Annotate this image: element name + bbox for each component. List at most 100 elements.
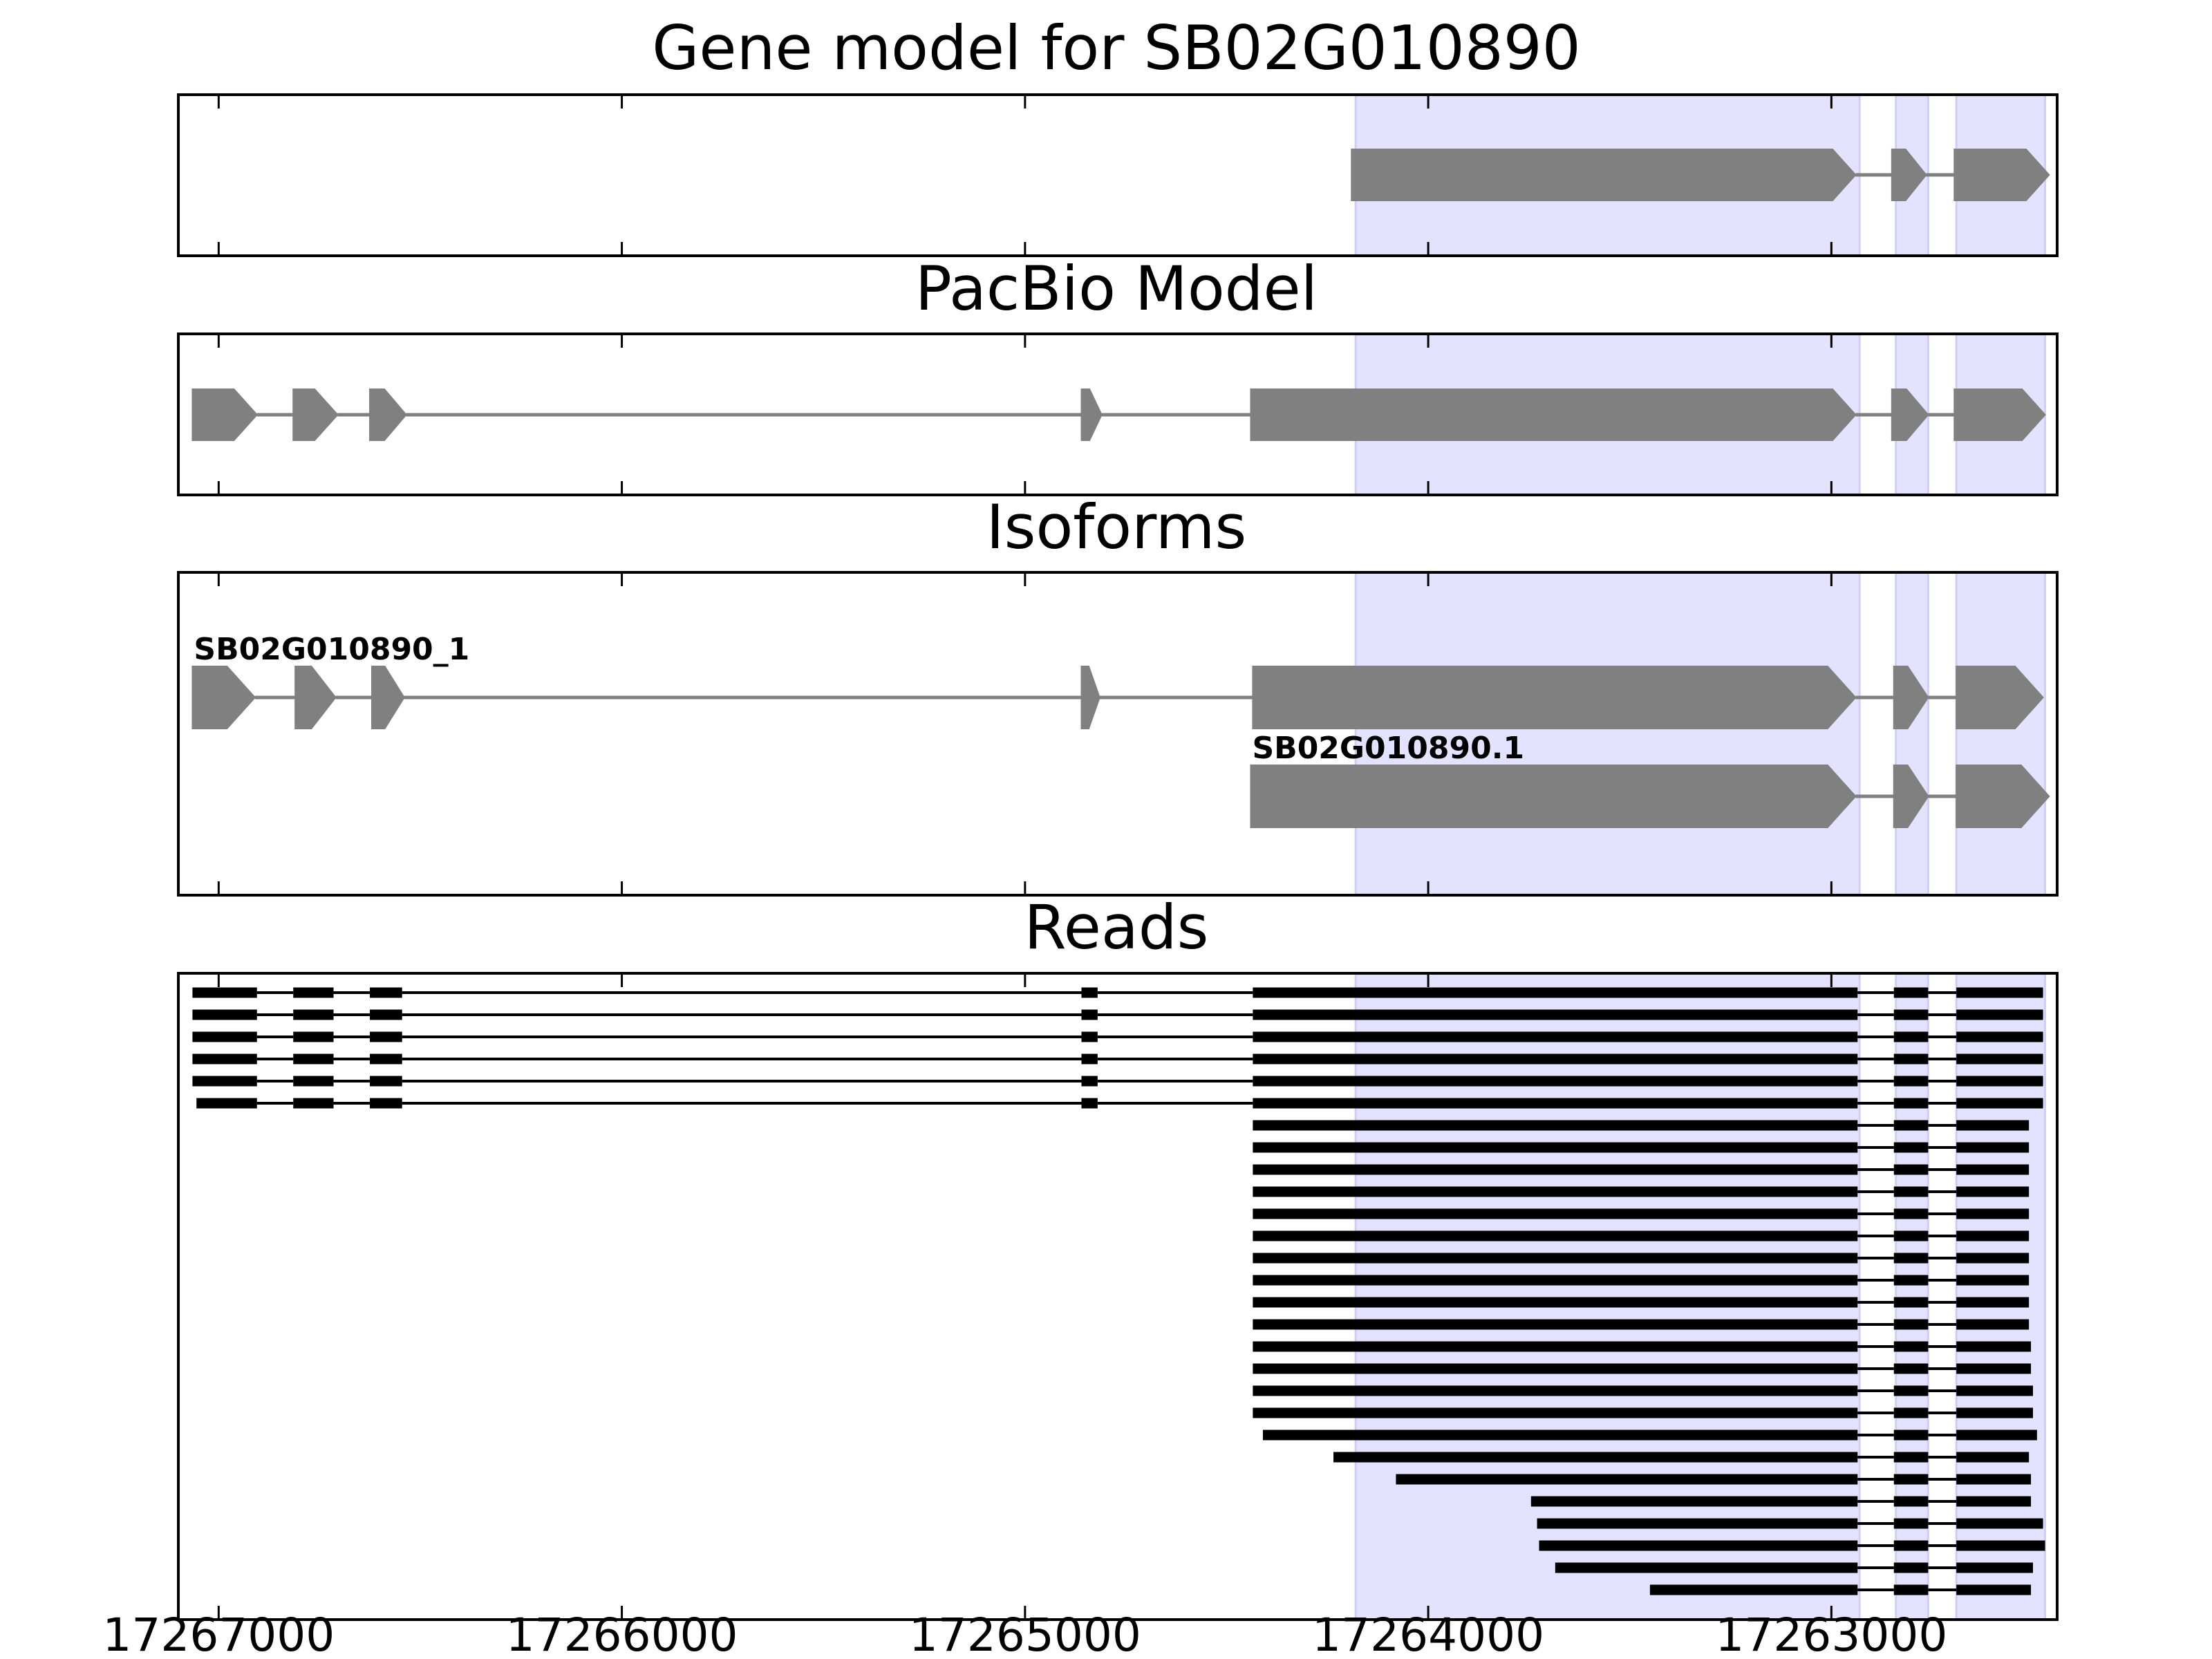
read-block — [1956, 1341, 2032, 1352]
read-block — [1893, 1275, 1929, 1286]
highlight-region — [1955, 571, 2047, 897]
isoform-label: SB02G010890_1 — [194, 632, 469, 667]
read-block — [1893, 1562, 1929, 1573]
panel-reads — [177, 972, 2059, 1621]
read-block — [1893, 1230, 1929, 1241]
x-tick-label: 17266000 — [506, 1609, 738, 1659]
read-block — [1956, 1562, 2034, 1573]
read-block — [1893, 1098, 1929, 1109]
read-block — [293, 1053, 334, 1065]
exon-shape — [1252, 666, 1857, 729]
read-block — [1893, 1253, 1929, 1264]
read-block — [1253, 1031, 1858, 1042]
panel-border — [177, 332, 2059, 496]
exon-shape — [1956, 765, 2050, 828]
read-block — [1956, 987, 2043, 998]
panel-border — [177, 571, 2059, 897]
panel-pacbio-model — [177, 332, 2059, 496]
read-block — [293, 1009, 334, 1020]
exon-shape — [1080, 666, 1100, 729]
x-axis-ticks: 17267000 17266000 17265000 17264000 1726… — [102, 1609, 1947, 1659]
read-block — [1262, 1430, 1858, 1441]
read-block — [1253, 1142, 1858, 1153]
read-block — [1893, 1584, 1929, 1595]
read-block — [1539, 1540, 1858, 1551]
read-block — [1956, 1584, 2032, 1595]
exon-shape — [1956, 666, 2044, 729]
read-block — [1253, 1053, 1858, 1065]
panel-isoforms: SB02G010890_1 SB02G010890.1 — [177, 571, 2059, 897]
read-block — [1956, 1540, 2045, 1551]
exon-shape — [191, 666, 256, 729]
read-block — [1956, 1098, 2043, 1109]
read-block — [1253, 1208, 1858, 1219]
read-block — [1893, 1076, 1929, 1087]
exon-shape — [1250, 388, 1857, 441]
read-block — [1956, 1164, 2030, 1175]
highlight-region — [1895, 571, 1929, 897]
read-block — [1893, 1496, 1929, 1507]
read-block — [192, 1076, 257, 1087]
read-block — [1893, 1452, 1929, 1463]
exon-shape — [1953, 149, 2050, 201]
read-block — [1893, 1297, 1929, 1308]
read-block — [1893, 1540, 1929, 1551]
read-block — [1956, 1208, 2030, 1219]
read-block — [1081, 1009, 1098, 1020]
exon-shape — [1080, 388, 1103, 441]
exon-shape — [369, 388, 407, 441]
read-block — [1253, 1341, 1858, 1352]
read-block — [1893, 1053, 1929, 1065]
read-block — [1253, 1319, 1858, 1330]
read-block — [1893, 1142, 1929, 1153]
title-pacbio-model: PacBio Model — [915, 253, 1318, 324]
read-block — [370, 987, 402, 998]
read-block — [1956, 1230, 2030, 1241]
read-block — [370, 1053, 402, 1065]
read-block — [1253, 1076, 1858, 1087]
read-block — [1956, 1053, 2043, 1065]
read-block — [192, 1009, 257, 1020]
read-block — [1530, 1496, 1858, 1507]
exon-shape — [1893, 666, 1929, 729]
title-reads: Reads — [1024, 892, 1209, 963]
read-block — [370, 1076, 402, 1087]
read-block — [1956, 1186, 2030, 1197]
read-block — [1893, 1319, 1929, 1330]
panel-gene-model — [177, 93, 2059, 257]
read-block — [1956, 1319, 2030, 1330]
read-block — [293, 1076, 334, 1087]
read-block — [1893, 1474, 1929, 1485]
read-block — [1893, 1363, 1929, 1374]
read-block — [1956, 1430, 2037, 1441]
read-block — [192, 1031, 257, 1042]
x-tick-label: 17267000 — [102, 1609, 335, 1659]
read-block — [1956, 1385, 2034, 1396]
read-block — [1893, 1518, 1929, 1529]
read-block — [1893, 1208, 1929, 1219]
read-block — [1956, 1031, 2043, 1042]
read-block — [1253, 1230, 1858, 1241]
read-block — [1081, 1031, 1098, 1042]
read-block — [1956, 1120, 2030, 1131]
read-block — [1253, 1407, 1858, 1418]
read-block — [1253, 1186, 1858, 1197]
exon-shape — [1891, 149, 1927, 201]
read-block — [1956, 1253, 2030, 1264]
read-block — [1081, 1098, 1098, 1109]
panel-border — [177, 972, 2059, 1621]
read-block — [1253, 1363, 1858, 1374]
read-block — [370, 1098, 402, 1109]
read-block — [192, 987, 257, 998]
read-block — [1081, 1053, 1098, 1065]
read-block — [1893, 1407, 1929, 1418]
read-block — [293, 987, 334, 998]
read-block — [1893, 1120, 1929, 1131]
read-block — [1253, 1297, 1858, 1308]
read-block — [1649, 1584, 1858, 1595]
read-block — [1956, 1363, 2032, 1374]
read-block — [1253, 1275, 1858, 1286]
read-block — [1893, 1031, 1929, 1042]
read-block — [1893, 1186, 1929, 1197]
